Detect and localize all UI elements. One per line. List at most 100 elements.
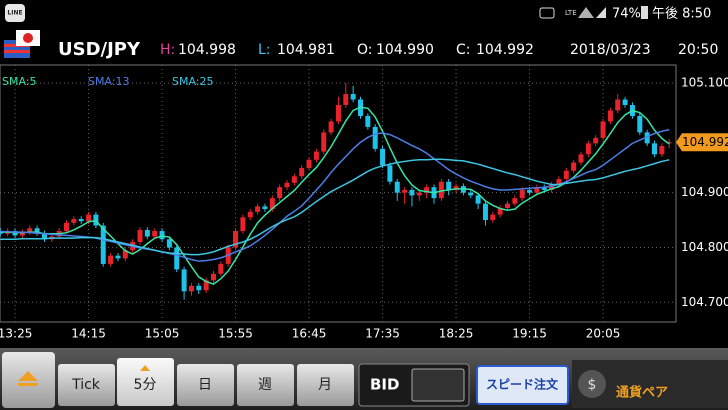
plot (0, 65, 676, 322)
currency-pair-button[interactable]: $ (572, 360, 728, 408)
x-tick-label: 20:05 (586, 327, 621, 341)
axes: 104.700 104.800 104.900 105.100 13:25 14:15 15… (0, 75, 728, 341)
candle-body (181, 269, 187, 292)
svg-text:$: $ (588, 377, 597, 393)
legend-entry: SMA:5 (2, 75, 37, 88)
candle-body (34, 228, 40, 234)
open-value: 104.990 (376, 42, 434, 58)
open-label: O: (357, 42, 373, 58)
svg-text:LTE: LTE (565, 9, 577, 17)
close-value: 104.992 (476, 42, 534, 58)
close-label: C: (456, 42, 471, 58)
candle-body (365, 115, 371, 127)
month-button-label: 月 (318, 377, 332, 393)
candle-body (490, 214, 496, 221)
legend-entry: SMA:25 (172, 75, 214, 88)
battery: 74% (612, 7, 641, 22)
candle-body (468, 192, 474, 196)
speed-order-label: スピード注文 (486, 377, 559, 392)
date: 2018/03/23 (570, 42, 651, 58)
candle-body (108, 255, 114, 264)
battery-icon (641, 6, 648, 19)
candle-body (387, 165, 393, 182)
candle-body (453, 186, 459, 190)
day-button[interactable] (177, 364, 234, 406)
candle-body (527, 189, 533, 193)
sma-line (0, 128, 670, 262)
y-tick-label: 104.900 (681, 185, 728, 199)
bid-switch[interactable] (411, 368, 465, 402)
candle-body (313, 151, 319, 160)
candle-body (166, 239, 172, 248)
candle-body (100, 225, 106, 264)
price-tag (676, 133, 728, 152)
candle-body (86, 214, 92, 222)
five-min-button[interactable] (117, 358, 174, 406)
candle-body (321, 132, 327, 152)
candle-body (549, 184, 555, 190)
candle-body (196, 285, 202, 291)
candle-body (438, 181, 444, 199)
speed-order-button[interactable] (476, 365, 569, 405)
day-button-label: 日 (198, 377, 212, 393)
candle-body (284, 182, 290, 188)
candle-body (211, 273, 216, 281)
candle-body (394, 181, 400, 193)
line-icon-label: LINE (7, 10, 22, 17)
candle-body (556, 178, 562, 185)
candle-body (475, 195, 481, 204)
high-label: H: (160, 42, 175, 58)
candle-body (218, 263, 224, 274)
y-tick-label: 105.100 (681, 76, 728, 90)
bid-label: BID (370, 376, 399, 394)
candle-body (644, 132, 650, 144)
candle-body (144, 229, 150, 237)
five-min-button-label: 5分 (134, 377, 157, 393)
candle-body (269, 198, 275, 210)
legend-entry: SMA:13 (88, 75, 130, 88)
candle-body (277, 187, 283, 199)
tick-button[interactable] (58, 364, 115, 406)
candle-body (152, 231, 158, 237)
plot-frame (0, 64, 677, 323)
candle-body (519, 189, 525, 199)
x-tick-label: 15:55 (218, 327, 253, 341)
time: 20:50 (678, 42, 718, 58)
x-tick-label: 17:35 (365, 327, 400, 341)
candle-body (563, 170, 569, 179)
x-tick-label: 14:15 (71, 327, 106, 341)
candle-body (482, 203, 488, 221)
sma-line (0, 158, 670, 256)
candle-body (335, 105, 341, 122)
status-icons: LTE (539, 7, 606, 19)
candle-body (409, 189, 415, 196)
candle-body (607, 110, 613, 122)
low-value: 104.981 (277, 42, 335, 58)
candle-body (593, 137, 599, 144)
candle-body (402, 189, 408, 193)
candle-body (585, 143, 591, 155)
candle-body (159, 231, 165, 240)
tick-button-label: Tick (71, 377, 101, 393)
candle-body (255, 206, 261, 212)
month-button[interactable] (297, 364, 354, 406)
candle-body (19, 232, 25, 236)
candle-body (299, 168, 305, 177)
candle-body (174, 247, 180, 270)
x-tick-label: 15:05 (145, 327, 180, 341)
candle-body (247, 211, 253, 218)
collapse-button[interactable] (2, 352, 55, 408)
candle-body (343, 94, 349, 106)
sma-line (0, 106, 670, 286)
candle-body (578, 154, 584, 163)
candle-body (534, 187, 540, 193)
week-button[interactable] (237, 364, 294, 406)
candle-body (497, 208, 503, 215)
y-tick-label: 104.700 (681, 295, 728, 309)
candle-body (188, 285, 194, 292)
candle-body (350, 94, 356, 100)
candle-body (328, 121, 334, 133)
y-tick-label: 104.800 (681, 240, 728, 254)
